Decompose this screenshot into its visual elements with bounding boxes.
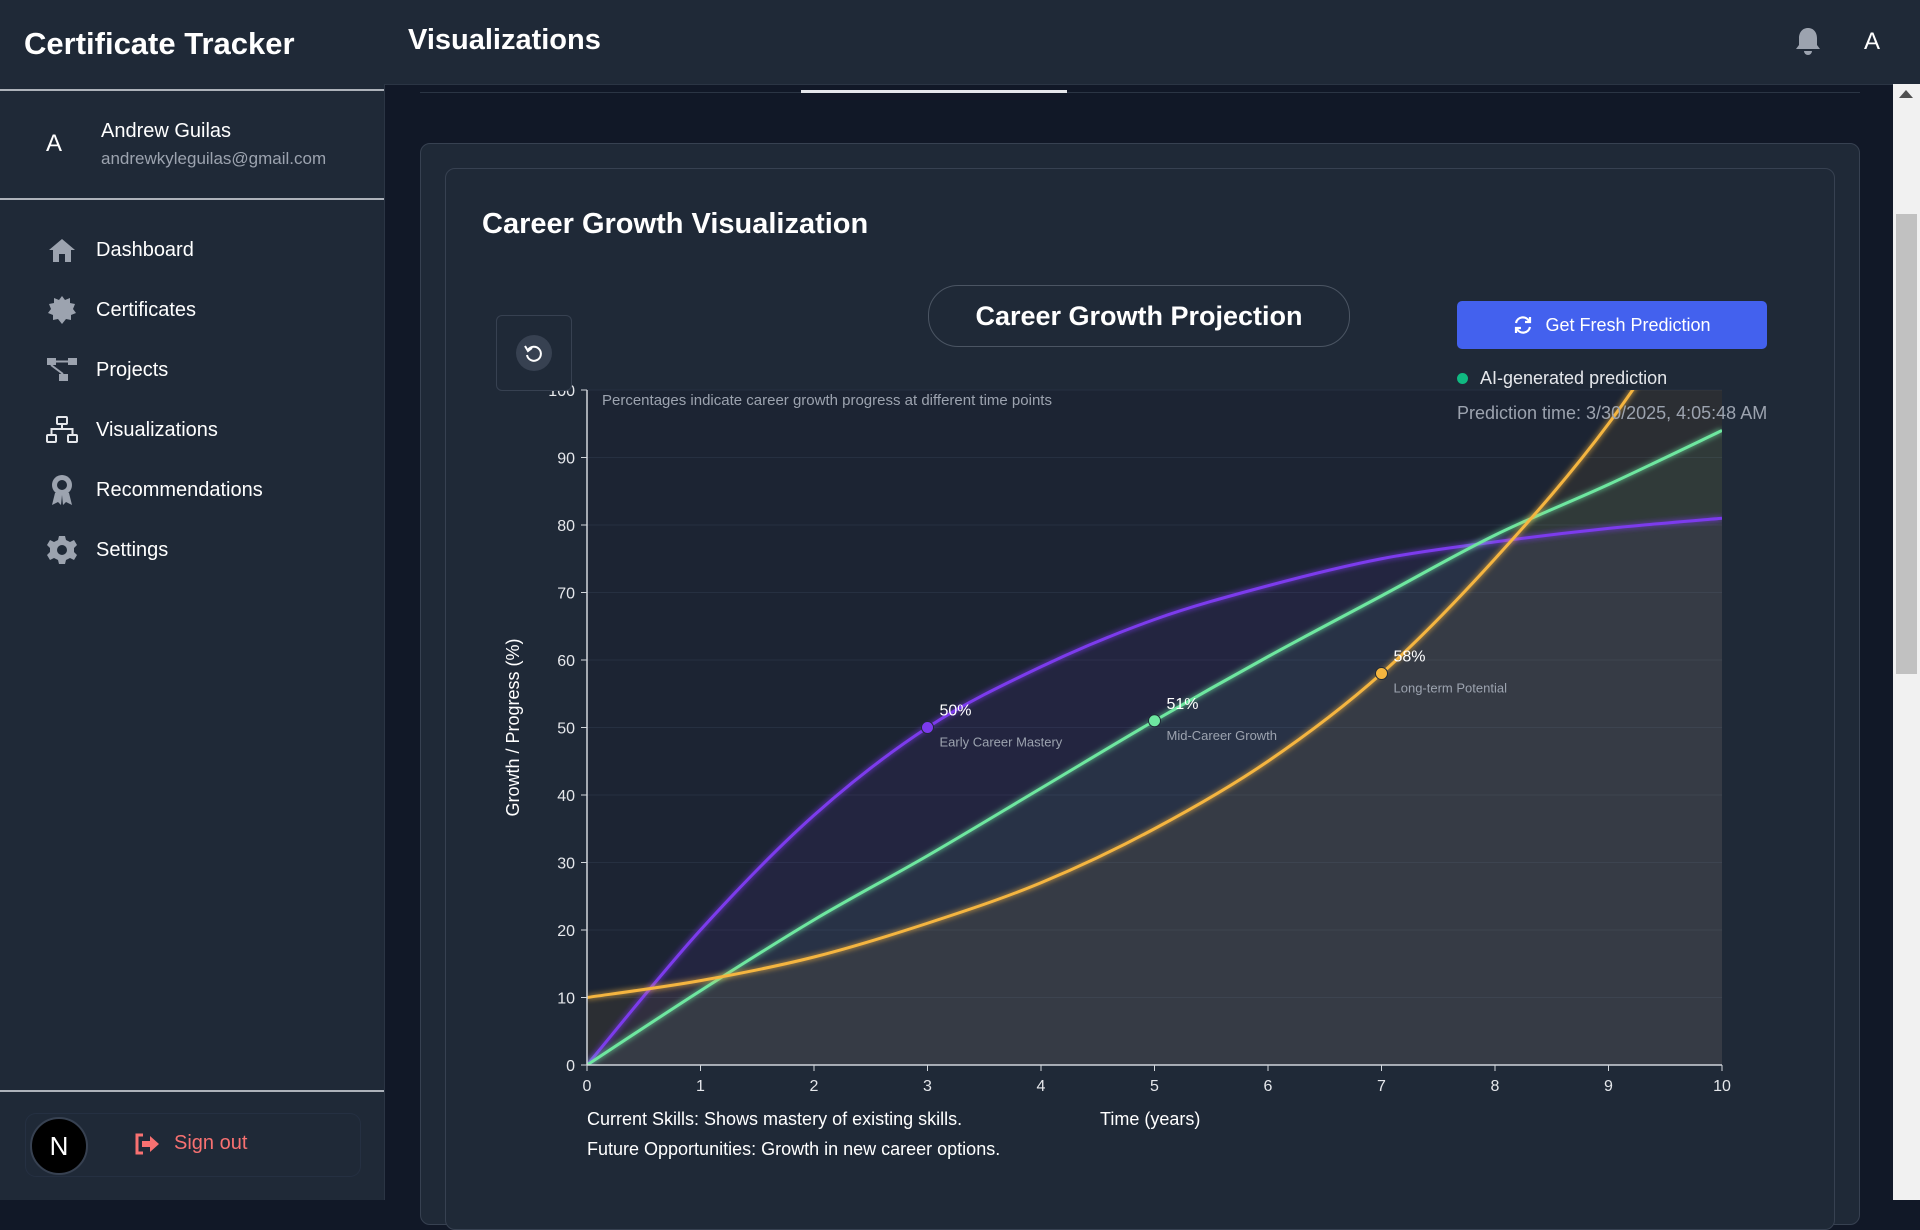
legend-future-opportunities: Future Opportunities: Growth in new care… [587,1139,1001,1159]
bell-icon[interactable] [1794,26,1822,61]
x-tick-label: 9 [1604,1078,1613,1095]
chart-title: Career Growth Projection [928,285,1350,347]
project-diagram-icon [46,354,78,386]
data-point [921,721,934,734]
sidebar-item-label: Recommendations [96,478,263,501]
award-icon [46,474,78,506]
ai-label: AI-generated prediction [1480,368,1668,388]
y-tick-label: 80 [557,518,575,535]
sitemap-icon [46,414,78,446]
status-dot-icon [1457,373,1468,384]
sidebar-item-label: Certificates [96,298,197,321]
ai-prediction-status: AI-generated prediction [1457,368,1667,389]
sidebar-item-label: Projects [96,358,169,381]
series-line [587,516,1722,1065]
sidebar-item-settings[interactable]: Settings [46,530,168,570]
sidebar-item-certificates[interactable]: Certificates [46,290,196,330]
refresh-icon [1515,316,1532,334]
user-email: andrewkyleguilas@gmail.com [101,149,327,168]
series-area [587,430,1722,1065]
app-title: Certificate Tracker [24,26,295,61]
scroll-up-icon[interactable] [1899,90,1913,98]
data-label: 51% [1167,696,1199,713]
certificate-icon [46,294,78,326]
y-tick-label: 0 [566,1058,575,1075]
page-title: Visualizations [408,24,601,56]
x-tick-label: 2 [810,1078,819,1095]
x-tick-label: 4 [1037,1078,1046,1095]
data-point [1375,667,1388,680]
x-tick-label: 0 [583,1078,592,1095]
gear-icon [46,534,78,566]
x-tick-label: 10 [1713,1078,1731,1095]
reset-icon [516,335,552,371]
sidebar-item-recommendations[interactable]: Recommendations [46,470,263,510]
x-tick-label: 8 [1491,1078,1500,1095]
y-tick-label: 20 [557,923,575,940]
x-tick-label: 6 [1264,1078,1273,1095]
y-tick-label: 70 [557,586,575,603]
sidebar-item-dashboard[interactable]: Dashboard [46,230,194,270]
y-tick-label: 40 [557,788,575,805]
x-tick-label: 1 [696,1078,705,1095]
x-axis-label: Time (years) [1100,1109,1201,1129]
data-label: 58% [1394,649,1426,666]
x-tick-label: 7 [1377,1078,1386,1095]
active-tab-indicator [801,90,1067,93]
home-icon [46,234,78,266]
x-tick-label: 5 [1150,1078,1159,1095]
y-tick-label: 60 [557,653,575,670]
nextjs-logo: N [30,1117,88,1175]
divider [0,198,384,200]
card-title: Career Growth Visualization [482,208,869,240]
series-group [587,390,1722,1065]
annotation-caption: Early Career Mastery [940,735,1063,750]
user-avatar: A [46,130,63,157]
signout-button[interactable]: Sign out [134,1132,247,1155]
chart-note: Percentages indicate career growth progr… [602,392,1052,409]
y-tick-label: 90 [557,451,575,468]
get-fresh-prediction-button[interactable]: Get Fresh Prediction [1457,301,1767,349]
y-tick-label: 30 [557,856,575,873]
y-axis-label: Growth / Progress (%) [503,638,523,816]
sidebar-item-label: Dashboard [96,238,194,261]
data-label: 50% [940,703,972,720]
fresh-button-label: Get Fresh Prediction [1545,314,1711,335]
user-name: Andrew Guilas [101,120,232,142]
series-line [587,390,1635,999]
prediction-time: Prediction time: 3/30/2025, 4:05:48 AM [1457,403,1768,423]
y-tick-label: 50 [557,721,575,738]
sidebar-item-visualizations[interactable]: Visualizations [46,410,218,450]
reset-zoom-button[interactable] [496,315,572,391]
series-area [587,518,1722,1065]
sidebar-item-projects[interactable]: Projects [46,350,168,390]
signout-label: Sign out [174,1132,248,1154]
annotation-caption: Long-term Potential [1394,681,1508,696]
legend-current-skills: Current Skills: Shows mastery of existin… [587,1109,963,1129]
divider [0,89,384,91]
series-area [587,390,1722,1065]
logo-letter: N [49,1130,69,1161]
x-tick-label: 3 [923,1078,932,1095]
sidebar-item-label: Settings [96,538,169,561]
top-header: Visualizations A [384,0,1920,85]
y-tick-label: 10 [557,991,575,1008]
annotation-caption: Mid-Career Growth [1167,728,1278,743]
tabs-divider [420,92,1860,93]
signout-icon [135,1133,159,1154]
sidebar: Certificate Tracker A Andrew Guilas andr… [0,0,385,1200]
sidebar-item-label: Visualizations [96,418,218,441]
divider [0,1090,384,1092]
scrollbar-thumb[interactable] [1896,214,1917,674]
avatar[interactable]: A [1864,28,1881,55]
data-point [1148,714,1161,728]
